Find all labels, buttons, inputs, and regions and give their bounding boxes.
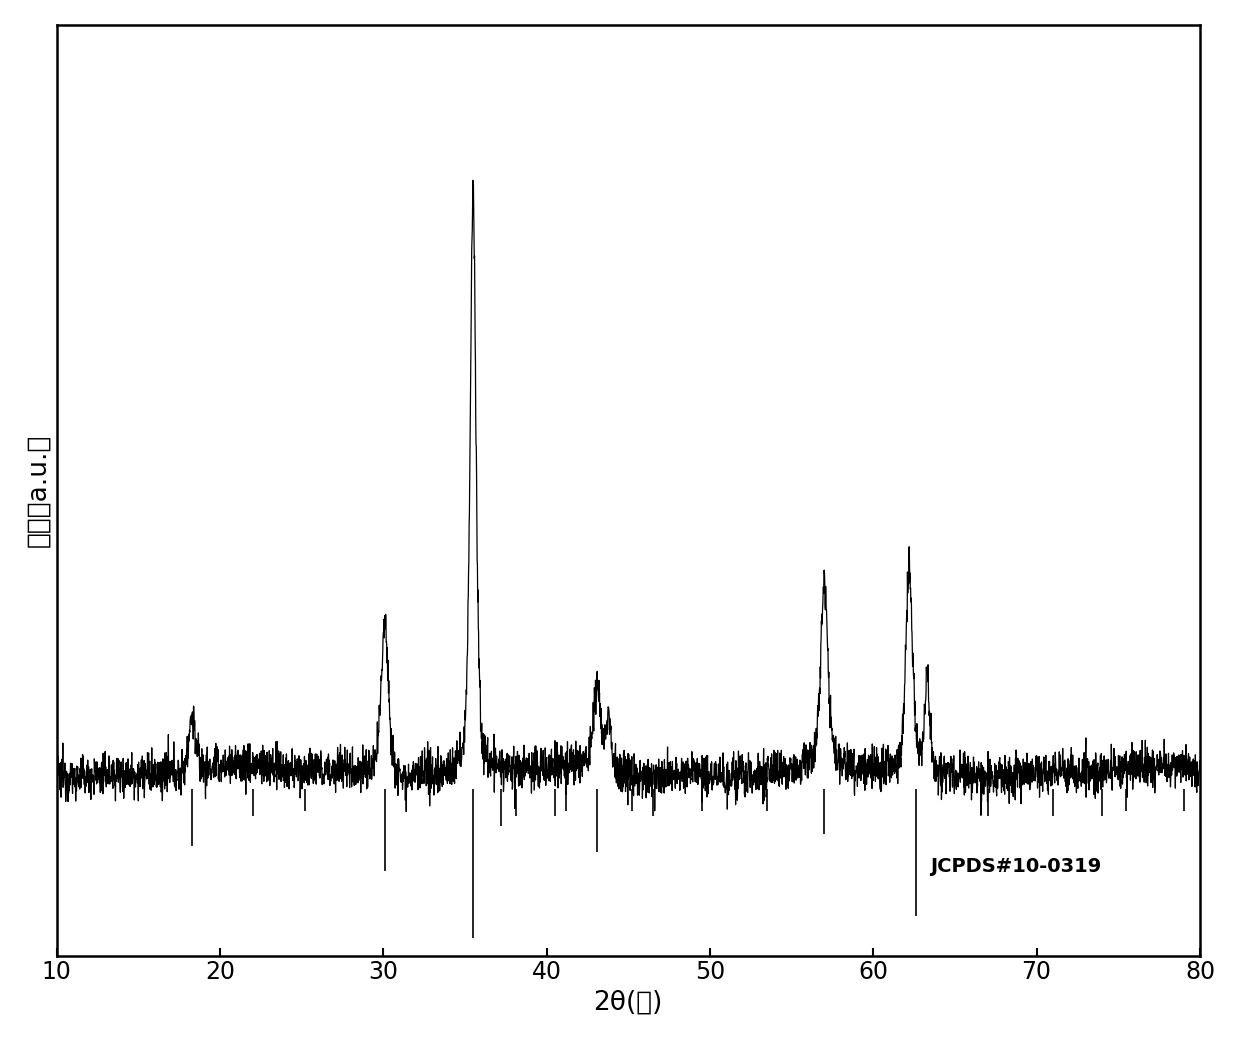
Y-axis label: 强度（a.u.）: 强度（a.u.） bbox=[25, 434, 51, 547]
X-axis label: 2θ(度): 2θ(度) bbox=[594, 990, 663, 1016]
Text: JCPDS#10-0319: JCPDS#10-0319 bbox=[930, 858, 1101, 877]
